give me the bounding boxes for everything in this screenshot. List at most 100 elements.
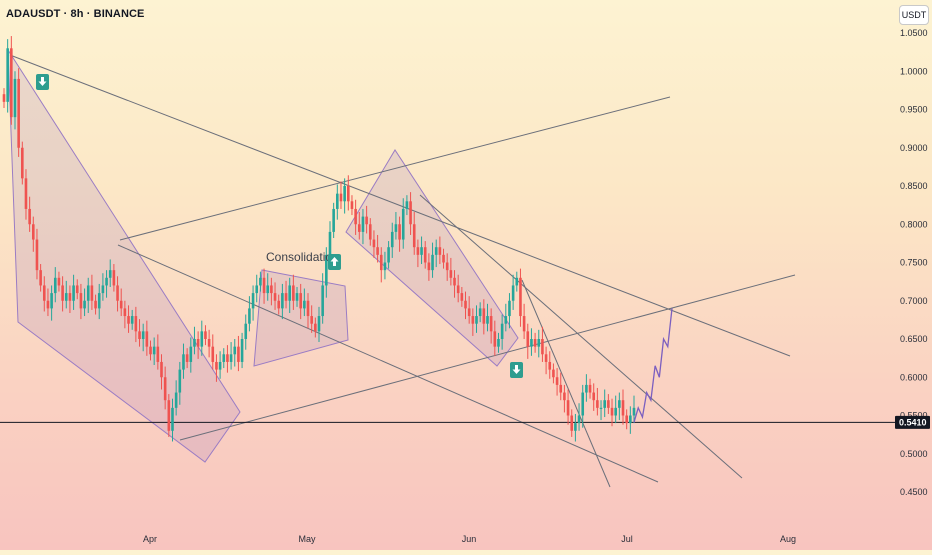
candle-body [442, 254, 445, 263]
candle-body [196, 339, 200, 347]
candle-body [182, 354, 185, 370]
candle-body [163, 377, 167, 401]
candle-body [581, 392, 585, 416]
candle-body [621, 400, 625, 416]
arrow-down-icon [510, 362, 523, 378]
candle-body [39, 270, 42, 286]
candle-body [387, 247, 390, 263]
candle-body [2, 94, 6, 102]
time-scale[interactable]: Apr May Jun Jul Aug [0, 528, 895, 550]
candle-body [292, 285, 295, 301]
candle-body [53, 277, 57, 294]
trendline-upper-channel[interactable] [119, 96, 671, 241]
candle-body [420, 247, 423, 255]
candle-body [434, 247, 438, 255]
trendline-wedge-low[interactable] [419, 194, 743, 479]
candle-body [288, 285, 291, 301]
candle-body [13, 78, 17, 118]
candle-body [390, 231, 394, 248]
candle-body [596, 400, 599, 408]
currency-button[interactable]: USDT [899, 5, 929, 25]
candle-body [504, 316, 508, 324]
candle-body [317, 316, 321, 332]
candle-body [295, 293, 299, 301]
candle-body [570, 415, 574, 431]
candle-body [123, 308, 127, 317]
candle-body [456, 285, 460, 294]
candle-body [526, 331, 530, 347]
candle-body [588, 384, 592, 393]
trendline-lower-desc[interactable] [117, 244, 659, 483]
candle-body [394, 224, 398, 232]
candle-body [178, 369, 182, 393]
candle-body [537, 339, 541, 347]
price-scale[interactable]: 1.0500 1.0000 0.9500 0.9000 0.8500 0.8000 0.75… [895, 0, 932, 528]
chart-svg[interactable]: Consolidatio [0, 0, 895, 528]
candle-body [603, 400, 606, 408]
y-tick-label: 1.0000 [900, 66, 928, 76]
candle-body [42, 285, 46, 301]
candle-body [149, 346, 152, 355]
candle-body [94, 300, 97, 309]
candle-body [64, 293, 68, 301]
candle-body [625, 415, 628, 424]
candle-body [475, 316, 478, 324]
candle-body [383, 262, 387, 271]
candle-body [339, 193, 343, 202]
candle-body [544, 354, 548, 362]
trendlines [9, 54, 796, 488]
candle-body [306, 300, 310, 317]
candle-body [35, 239, 39, 271]
candle-body [255, 285, 259, 294]
y-tick-label: 0.7500 [900, 258, 928, 268]
candle-body [32, 224, 35, 240]
y-tick-label: 0.5500 [900, 411, 928, 421]
candle-body [563, 392, 566, 401]
candle-body [270, 285, 273, 294]
symbol-title: ADAUSDT · 8h · BINANCE [6, 8, 145, 20]
trendline-rising-channel[interactable] [179, 274, 796, 441]
candle-body [222, 354, 226, 362]
candle-body [284, 293, 288, 301]
candle-body [6, 48, 9, 102]
candle-body [207, 339, 211, 347]
candle-body [21, 147, 24, 179]
candle-body [361, 216, 365, 232]
chart-area[interactable]: Consolidatio ADAUSDT · 8h · BINANCE [0, 0, 895, 528]
candle-body [174, 392, 178, 408]
trendline-long-desc[interactable] [9, 54, 791, 357]
candle-body [409, 201, 412, 225]
candle-body [50, 293, 53, 309]
candle-body [449, 270, 453, 278]
candle-body [138, 331, 141, 339]
candle-body [566, 400, 570, 416]
candle-body [489, 316, 493, 332]
candle-body [97, 293, 101, 309]
candle-body [321, 285, 324, 317]
projection-path[interactable] [633, 308, 673, 423]
current-price-label: 0.5410 [899, 417, 927, 427]
candle-body [368, 224, 372, 240]
candle-body [347, 186, 350, 202]
candle-body [101, 285, 105, 294]
candle-body [10, 48, 13, 118]
candle-body [145, 331, 149, 347]
candle-body [325, 254, 328, 286]
candle-body [299, 293, 302, 309]
candle-body [167, 400, 171, 431]
candle-body [350, 201, 354, 209]
candle-body [24, 178, 28, 209]
falling-wedge-1[interactable] [7, 48, 241, 463]
trendline-steep-desc[interactable] [521, 279, 611, 488]
candle-body [233, 346, 237, 355]
candle-body [310, 316, 313, 324]
candle-body [105, 277, 108, 286]
candle-body [438, 247, 442, 255]
candle-body [522, 316, 526, 332]
candles [2, 36, 636, 442]
candle-body [171, 407, 174, 431]
candle-body [599, 407, 603, 409]
candle-body [541, 339, 544, 355]
candle-body [61, 285, 64, 301]
candle-body [46, 300, 50, 309]
